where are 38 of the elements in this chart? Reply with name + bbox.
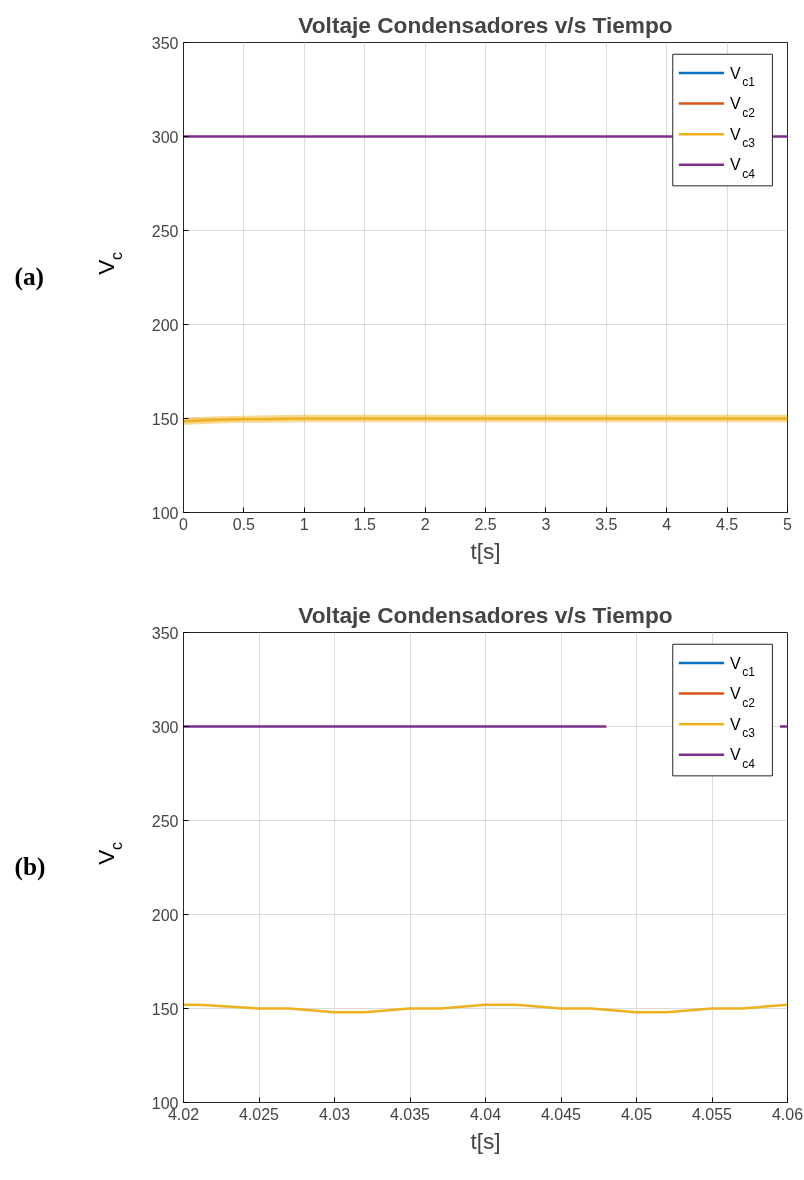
x-tick-label: 4	[662, 515, 672, 533]
chart-title: Voltaje Condensadores v/s Tiempo	[298, 601, 673, 628]
y-tick-label: 350	[151, 624, 179, 642]
y-tick-label: 250	[151, 222, 179, 240]
x-tick-label: 4.5	[715, 515, 739, 533]
x-tick-label: 5	[783, 515, 793, 533]
text: (b)	[14, 851, 46, 881]
x-tick-label: 4.025	[238, 1105, 280, 1123]
y-tick-label: 200	[151, 316, 179, 334]
x-axis-title: t[s]	[470, 537, 501, 564]
x-tick-label: 4.045	[540, 1105, 582, 1123]
y-axis-title: Vc	[92, 841, 125, 865]
x-tick-label: 2.5	[474, 515, 497, 533]
x-tick-label: 4.035	[389, 1105, 431, 1123]
x-tick-label: 2	[420, 515, 430, 533]
x-tick-label: 0	[179, 515, 189, 533]
x-tick-label: 4.05	[620, 1105, 653, 1123]
y-tick-label: 150	[151, 410, 179, 428]
y-tick-label: 300	[151, 128, 179, 146]
x-tick-label: 3	[541, 515, 551, 533]
x-tick-label: 4.03	[318, 1105, 351, 1123]
y-tick-label: 200	[151, 906, 179, 924]
y-tick-label: 250	[151, 812, 179, 830]
x-tick-label: 4.055	[691, 1105, 733, 1123]
x-tick-label: 4.06	[771, 1105, 804, 1123]
chart-title: Voltaje Condensadores v/s Tiempo	[298, 11, 673, 38]
y-axis-title: Vc	[92, 251, 125, 275]
x-tick-label: 1	[299, 515, 309, 533]
x-tick-label: 0.5	[232, 515, 256, 533]
x-tick-label: 3.5	[595, 515, 618, 533]
y-tick-label: 100	[151, 504, 179, 522]
text: (a)	[14, 261, 45, 291]
x-tick-label: 4.04	[469, 1105, 502, 1123]
x-tick-label: 1.5	[353, 515, 376, 533]
y-tick-label: 150	[151, 1000, 179, 1018]
y-tick-label: 300	[151, 718, 179, 736]
y-tick-label: 350	[151, 34, 179, 52]
x-axis-title: t[s]	[470, 1127, 501, 1154]
